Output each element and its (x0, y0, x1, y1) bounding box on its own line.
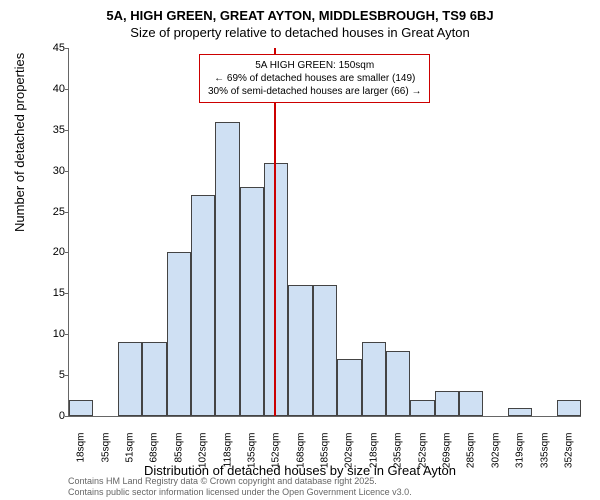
histogram-bar (362, 342, 386, 416)
reference-line (274, 48, 276, 416)
histogram-bar (215, 122, 239, 416)
histogram-bar (240, 187, 264, 416)
y-tick: 10 (35, 328, 65, 340)
y-tick: 40 (35, 83, 65, 95)
footer-line-2: Contains public sector information licen… (68, 487, 412, 498)
histogram-bar (337, 359, 361, 416)
y-tick: 45 (35, 42, 65, 54)
histogram-bar (142, 342, 166, 416)
y-tick: 30 (35, 165, 65, 177)
footer-line-1: Contains HM Land Registry data © Crown c… (68, 476, 412, 487)
chart-subtitle: Size of property relative to detached ho… (0, 25, 600, 44)
y-axis-label: Number of detached properties (12, 53, 27, 232)
y-tick: 15 (35, 287, 65, 299)
histogram-bar (410, 400, 434, 416)
chart-title: 5A, HIGH GREEN, GREAT AYTON, MIDDLESBROU… (0, 0, 600, 25)
histogram-bar (313, 285, 337, 416)
footer-attribution: Contains HM Land Registry data © Crown c… (68, 476, 412, 498)
annotation-line: ← 69% of detached houses are smaller (14… (208, 72, 421, 85)
histogram-bar (557, 400, 581, 416)
histogram-bar (69, 400, 93, 416)
histogram-bar (167, 252, 191, 416)
annotation-box: 5A HIGH GREEN: 150sqm← 69% of detached h… (199, 54, 430, 103)
y-tick: 0 (35, 410, 65, 422)
histogram-bar (191, 195, 215, 416)
annotation-line: 30% of semi-detached houses are larger (… (208, 85, 421, 98)
histogram-bar (435, 391, 459, 416)
histogram-bar (264, 163, 288, 417)
chart-container: 5A, HIGH GREEN, GREAT AYTON, MIDDLESBROU… (0, 0, 600, 500)
y-tick: 35 (35, 124, 65, 136)
plot-area: 05101520253035404518sqm35sqm51sqm68sqm85… (68, 48, 581, 417)
histogram-bar (386, 351, 410, 416)
y-tick: 20 (35, 246, 65, 258)
histogram-bar (118, 342, 142, 416)
histogram-bar (288, 285, 312, 416)
y-tick: 5 (35, 369, 65, 381)
histogram-bar (508, 408, 532, 416)
histogram-bar (459, 391, 483, 416)
annotation-line: 5A HIGH GREEN: 150sqm (208, 59, 421, 72)
y-tick: 25 (35, 206, 65, 218)
